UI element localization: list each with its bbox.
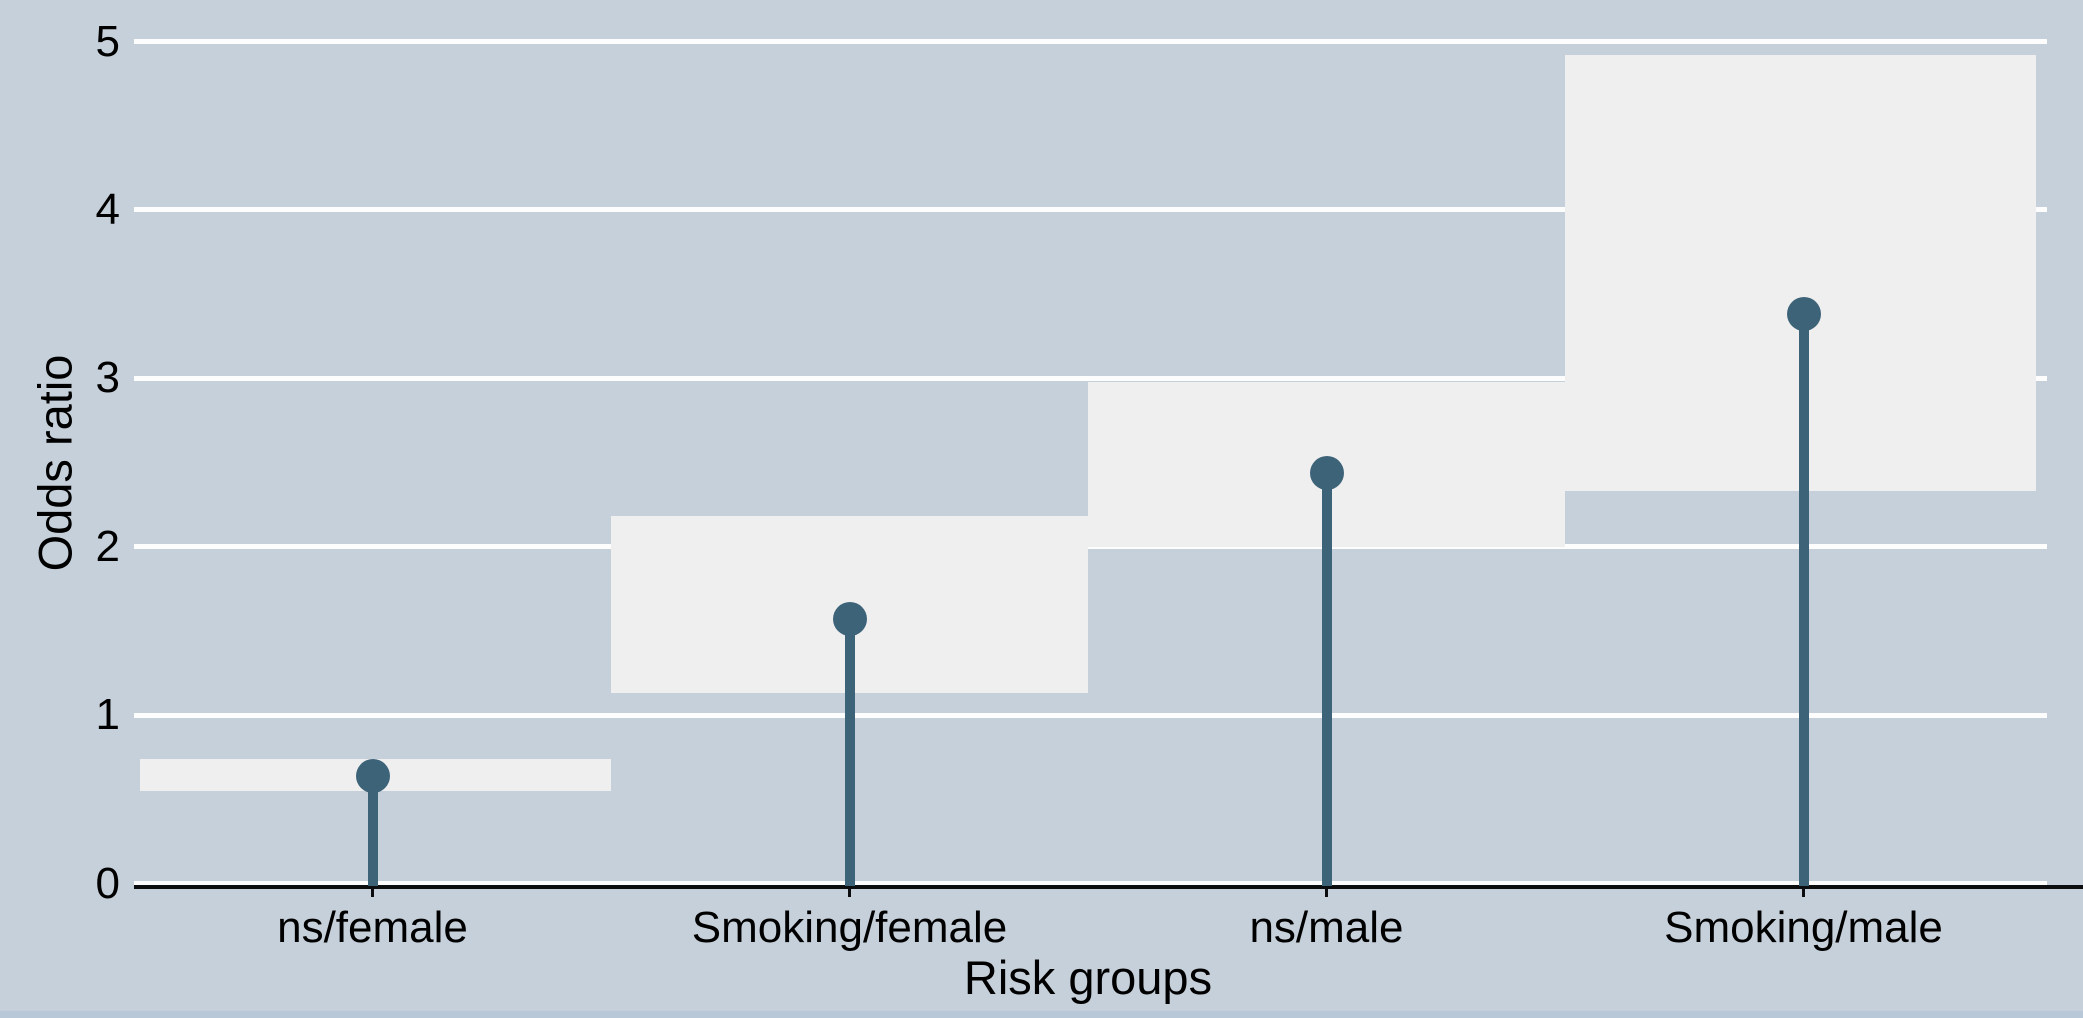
- lollipop-stem: [844, 619, 855, 887]
- gridline: [134, 39, 2047, 44]
- y-tick-label: 4: [95, 184, 120, 234]
- x-axis-line: [134, 884, 2083, 889]
- bottom-edge-strip: [0, 1011, 2083, 1018]
- y-tick-label: 1: [95, 690, 120, 740]
- lollipop-stem: [1798, 314, 1809, 887]
- x-tick-mark: [848, 888, 851, 897]
- gridline: [134, 712, 2047, 718]
- lollipop-dot: [832, 602, 867, 637]
- lollipop-stem: [367, 775, 378, 887]
- gridline: [134, 881, 2047, 886]
- y-tick-label: 2: [95, 521, 120, 571]
- x-tick-label: ns/male: [1249, 903, 1404, 952]
- lollipop-stem: [1321, 472, 1332, 887]
- x-tick-mark: [371, 888, 374, 897]
- gridline: [134, 544, 2047, 550]
- x-tick-mark: [1802, 888, 1805, 897]
- x-axis-title: Risk groups: [963, 951, 1213, 1004]
- gridline: [134, 375, 2047, 381]
- x-tick-mark: [1325, 888, 1328, 897]
- y-tick-label: 0: [95, 858, 120, 908]
- lollipop-dot: [355, 758, 390, 793]
- lollipop-dot: [1786, 297, 1821, 332]
- lollipop-dot: [1309, 455, 1344, 490]
- y-axis-title: Odds ratio: [28, 354, 82, 572]
- gridline: [134, 207, 2047, 213]
- x-tick-label: Smoking/male: [1664, 903, 1943, 952]
- y-tick-label: 3: [95, 353, 120, 403]
- y-tick-label: 5: [95, 16, 120, 66]
- x-tick-label: ns/female: [277, 903, 468, 952]
- x-tick-label: Smoking/female: [691, 903, 1008, 952]
